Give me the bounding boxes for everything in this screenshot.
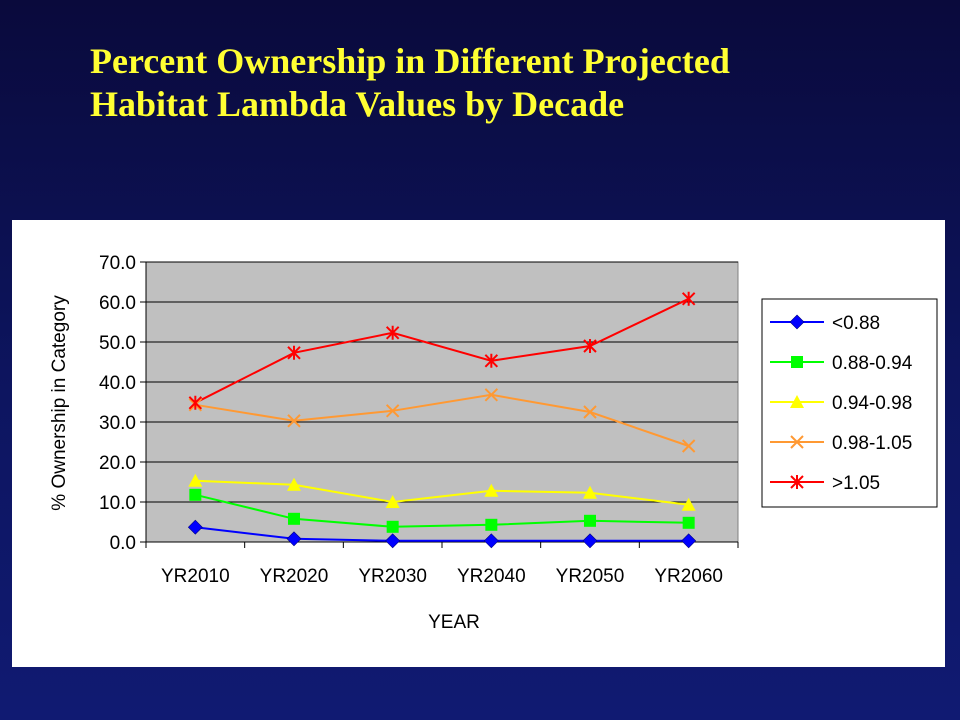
series-2-point [583, 485, 597, 499]
series-lines [194, 297, 690, 542]
series-line-0 [195, 526, 689, 542]
series-line-3 [195, 393, 689, 447]
series-2-point [484, 483, 499, 497]
y-tick-label: 60.0 [99, 293, 136, 314]
legend-label: 0.98-1.05 [832, 433, 912, 454]
series-markers [187, 291, 697, 549]
series-2-point [188, 473, 203, 487]
legend-label: <0.88 [832, 313, 880, 334]
legend-label: 0.88-0.94 [832, 353, 913, 374]
x-tick-label: YR2060 [654, 566, 723, 587]
x-tick-label: YR2040 [457, 566, 526, 587]
x-tick-label: YR2010 [161, 566, 230, 587]
series-0-point [582, 533, 598, 549]
x-tick-label: YR2030 [358, 566, 427, 587]
chart-panel: 0.0 10.0 20.0 30.0 40.0 50.0 60.0 70.0 YR2010 YR… [12, 220, 945, 667]
series-4-point [681, 291, 696, 306]
series-0-point [385, 533, 401, 549]
legend-swatch-marker [789, 314, 805, 330]
slide-title: Percent Ownership in Different Projected… [90, 40, 930, 126]
series-0-point [681, 533, 697, 549]
legend-swatch-marker [791, 356, 803, 368]
y-axis-title: % Ownership in Category [49, 295, 70, 511]
axes [140, 261, 739, 548]
series-3-point [385, 404, 400, 418]
y-tick-label: 40.0 [99, 373, 136, 394]
series-1-point [288, 512, 300, 525]
series-4-point [287, 345, 301, 360]
series-2-point [681, 497, 696, 511]
y-tick-labels: 0.0 10.0 20.0 30.0 40.0 50.0 60.0 70.0 [99, 253, 136, 554]
line-chart: 0.010.020.030.040.050.060.070.0 YR2010 YR… [49, 253, 938, 633]
series-1-point [189, 488, 202, 501]
series-line-2 [195, 479, 689, 506]
series-4-point [188, 395, 203, 410]
y-tick-label: 0.0 [110, 533, 136, 554]
series-3-point [287, 414, 301, 428]
legend-swatch-marker [790, 435, 804, 449]
y-tick-label: 70.0 [99, 253, 136, 274]
legend: <0.88 0.88-0.94 0.94-0.98 0.98-1.05 >1.05 [761, 298, 938, 508]
series-line-4 [194, 297, 690, 404]
legend-label: 0.94-0.98 [832, 393, 912, 414]
series-0-point [483, 533, 499, 549]
series-4-point [583, 339, 597, 353]
series-2-point [287, 477, 301, 491]
series-line-1 [195, 493, 689, 528]
legend-label: >1.05 [832, 473, 880, 494]
legend-swatch-marker [790, 395, 804, 408]
y-tick-label: 50.0 [99, 333, 136, 354]
series-4-point [484, 353, 499, 368]
series-0-point [187, 519, 203, 535]
series-3-point [583, 405, 597, 419]
series-3-point [484, 388, 499, 402]
x-tick-label: YR2020 [260, 566, 329, 587]
series-1-point [682, 516, 695, 529]
legend-swatch-marker [790, 475, 804, 489]
series-3-point [681, 439, 696, 453]
gridlines [146, 261, 738, 503]
y-tick-label: 30.0 [99, 413, 136, 434]
series-2-point [385, 495, 400, 508]
x-axis-title: YEAR [428, 612, 480, 633]
series-4-point [385, 325, 400, 340]
x-tick-labels: YR2010 YR2020 YR2030 YR2040 YR2050 YR2060 [161, 566, 723, 587]
slide-title-line-1: Percent Ownership in Different Projected [90, 41, 730, 81]
y-tick-label: 20.0 [99, 453, 136, 474]
x-tick-label: YR2050 [556, 566, 625, 587]
series-0-point [286, 531, 302, 547]
slide-title-line-2: Habitat Lambda Values by Decade [90, 84, 625, 124]
series-1-point [584, 514, 596, 527]
series-1-point [485, 518, 498, 531]
series-1-point [386, 520, 399, 533]
y-tick-label: 10.0 [99, 493, 136, 514]
